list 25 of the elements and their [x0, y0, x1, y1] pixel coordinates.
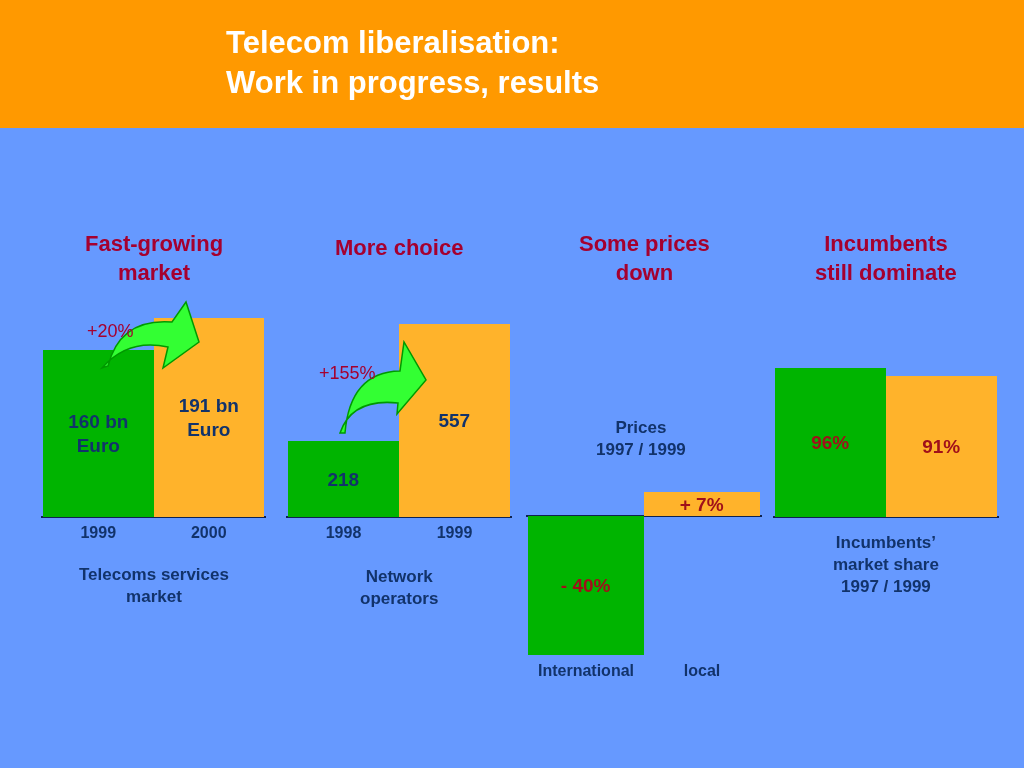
data-label: 91%	[922, 436, 961, 457]
data-label: - 40%	[560, 575, 611, 596]
data-label: 160 bn Euro	[68, 410, 129, 457]
x-axis-title: Telecoms services market	[79, 565, 229, 607]
x-axis-title: Incumbents’ market share 1997 / 1999	[833, 533, 939, 597]
x-tick-label: 1998	[325, 524, 362, 541]
x-axis-title: Network operators	[360, 567, 439, 609]
chart-title: More choice	[335, 235, 464, 260]
x-tick-label: local	[683, 662, 721, 679]
data-label: 218	[327, 468, 360, 490]
x-tick-label: 1999	[80, 524, 117, 541]
chart-title: Incumbents still dominate	[815, 231, 957, 285]
x-tick-label: 2000	[190, 524, 227, 541]
data-label: 191 bn Euro	[178, 394, 239, 441]
chart-title: Some prices down	[579, 231, 710, 285]
chart-title: Fast-growing market	[85, 231, 224, 285]
data-label: 96%	[811, 432, 850, 453]
text: Prices 1997 / 1999	[596, 418, 686, 460]
text: Telecom liberalisation: Work in progress, results	[226, 25, 600, 101]
x-tick-label: 1999	[436, 524, 473, 541]
x-tick-label: International	[537, 662, 635, 679]
annotation: +20%	[87, 321, 134, 341]
data-label: + 7%	[679, 493, 724, 515]
data-label: 557	[438, 410, 471, 431]
annotation: +155%	[319, 363, 376, 383]
